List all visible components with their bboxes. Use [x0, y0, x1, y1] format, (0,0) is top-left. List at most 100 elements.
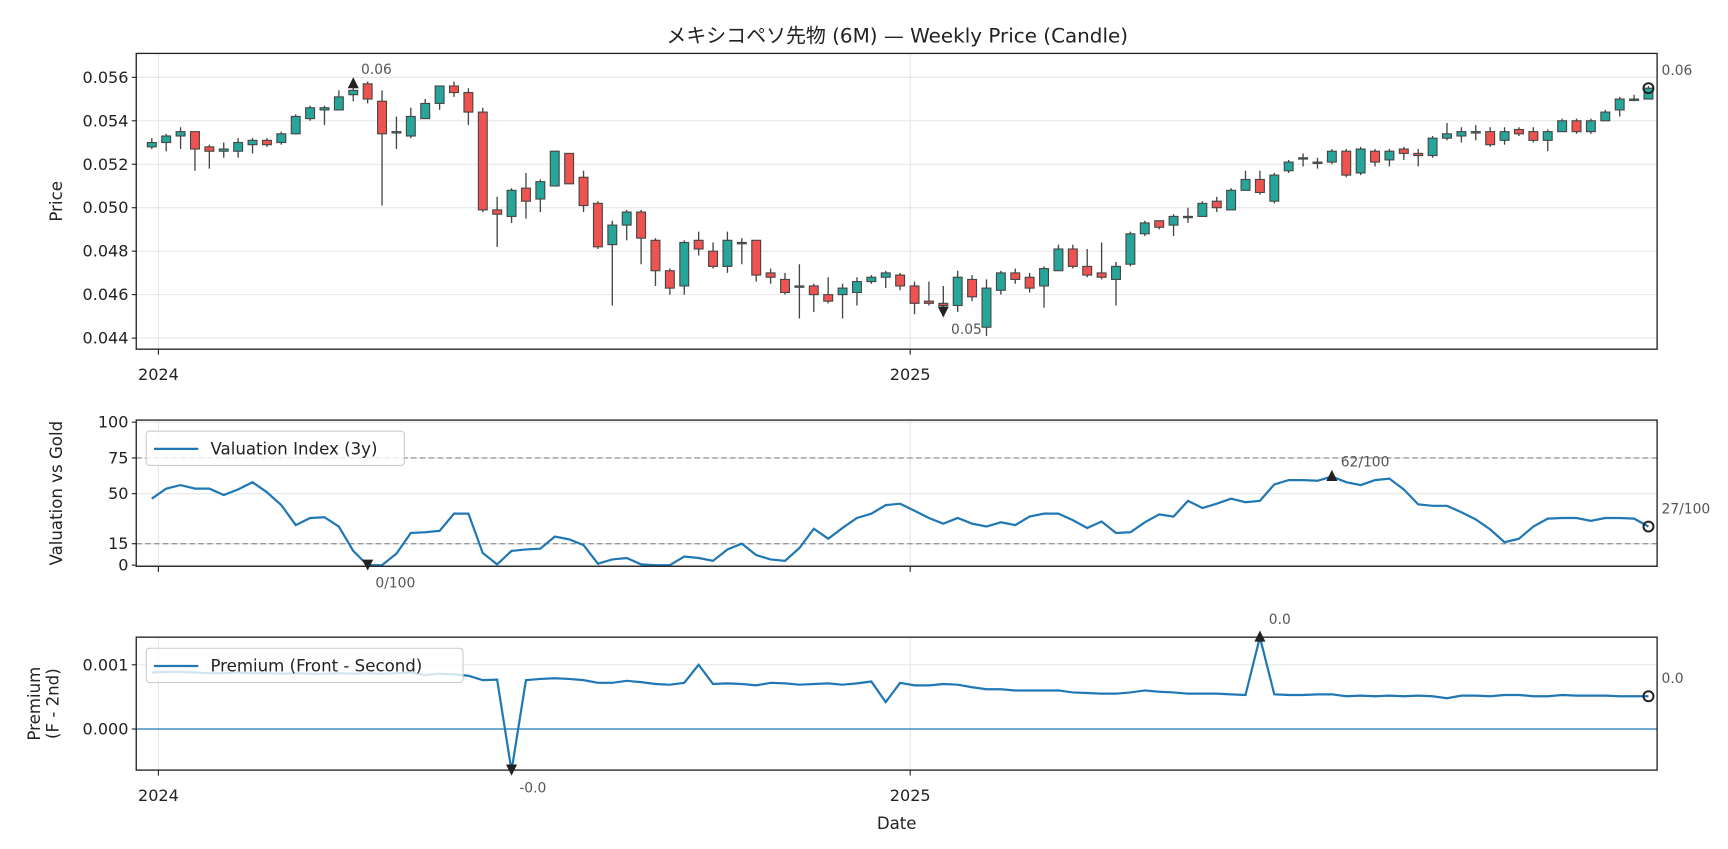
candle: [1355, 146, 1366, 176]
candle: [463, 88, 474, 126]
candle-body-up: [319, 107, 330, 111]
y-axis-label-line: (F - 2nd): [44, 668, 63, 739]
candle: [1298, 153, 1309, 167]
candle-body-up: [837, 287, 848, 296]
y-axis-label: Price: [47, 181, 66, 222]
candle: [1182, 207, 1193, 223]
candle-body-up: [290, 115, 301, 135]
last-value-circle-icon: [1642, 520, 1655, 533]
legend-box: [145, 430, 405, 467]
candle-body-up: [218, 148, 229, 152]
candle-body-up: [1542, 131, 1553, 141]
candle: [1269, 172, 1280, 204]
last-value-circle-icon: [1642, 82, 1655, 95]
candle: [679, 240, 690, 295]
candle-body-up: [1614, 98, 1625, 111]
y-axis-label: Valuation vs Gold: [47, 421, 66, 566]
candle: [405, 107, 416, 139]
candle-body-down: [967, 278, 978, 298]
max-annotation-label: 62/100: [1341, 455, 1390, 471]
candle-body-up: [1557, 120, 1568, 133]
y-tick-label: 0.000: [83, 720, 129, 739]
candle: [1240, 170, 1251, 191]
legend: Valuation Index (3y): [145, 430, 405, 467]
y-tick-label: 50: [108, 484, 128, 503]
candle-body-down: [1254, 178, 1265, 194]
y-tick-label: 0.052: [83, 155, 129, 174]
y-axis-label-line: Premium: [25, 667, 44, 741]
candle: [1312, 157, 1323, 169]
candle: [837, 283, 848, 319]
last-annotation-label: 27/100: [1662, 501, 1711, 517]
valuation-panel: 0 15 50 75 100 62/100 0/100 27/100 Valuation Ind…: [47, 413, 1710, 592]
candle: [1456, 127, 1467, 143]
candle: [1470, 125, 1481, 141]
candle-body-down: [923, 300, 934, 304]
x-axis-label: Date: [877, 814, 917, 833]
legend: Premium (Front - Second): [145, 647, 464, 684]
candle-body-down: [189, 131, 200, 150]
candle: [1427, 135, 1438, 158]
candle-body-up: [607, 224, 618, 246]
candle: [391, 116, 402, 150]
candle: [1254, 170, 1265, 195]
candle-body-up: [348, 89, 359, 96]
candle: [1010, 268, 1021, 284]
candle-body-up: [247, 139, 258, 146]
candle-body-down: [765, 272, 776, 278]
candle: [1053, 244, 1064, 272]
candle-body-up: [1125, 233, 1136, 265]
candle: [1039, 266, 1050, 308]
candle-body-up: [880, 272, 891, 278]
candle: [1024, 272, 1035, 293]
candle-body-up: [1456, 131, 1467, 137]
candle: [549, 150, 560, 187]
candle-body-down: [664, 270, 675, 289]
candle: [247, 138, 258, 154]
candle-body-up: [1197, 202, 1208, 217]
candle-body-up: [952, 276, 963, 307]
series-line: [151, 475, 1649, 567]
y-tick-label: 0.044: [83, 329, 129, 348]
candle: [319, 105, 330, 126]
candle-body-down: [1096, 272, 1107, 278]
x-tick-label: 2025: [890, 786, 931, 805]
candle-body-up: [391, 131, 402, 134]
candle: [1197, 201, 1208, 217]
min-marker-triangle-down-icon: [937, 306, 949, 318]
candle-body-down: [1398, 148, 1409, 154]
candle: [348, 86, 359, 102]
candle: [377, 90, 388, 206]
candle: [1168, 214, 1179, 236]
candle: [1585, 118, 1596, 134]
candle-body-up: [333, 96, 344, 111]
candle: [909, 281, 920, 315]
y-tick-label: 15: [108, 534, 128, 553]
candle: [607, 220, 618, 306]
candle-body-up: [161, 135, 172, 144]
x-tick-label: 2024: [138, 786, 179, 805]
candle: [1370, 149, 1381, 167]
candle-body-up: [1053, 248, 1064, 272]
legend-label: Valuation Index (3y): [210, 439, 377, 458]
candle: [708, 242, 719, 269]
candle-body-down: [1024, 276, 1035, 289]
candle: [1139, 220, 1150, 236]
candle-body-up: [1226, 189, 1237, 211]
candle: [520, 172, 531, 219]
candle-body-down: [1341, 150, 1352, 176]
max-annotation-label: 0.0: [1269, 612, 1291, 628]
candle: [362, 81, 373, 104]
candle: [333, 90, 344, 111]
candle-body-up: [981, 287, 992, 328]
candle: [1341, 149, 1352, 178]
candle: [290, 114, 301, 135]
candle-body-down: [780, 278, 790, 294]
candle-body-up: [1283, 161, 1294, 172]
candle: [1413, 149, 1424, 167]
candle-body-down: [463, 91, 474, 113]
candle-body-down: [1571, 120, 1582, 133]
candle-body-up: [995, 272, 1006, 291]
candle-body-up: [1312, 161, 1323, 164]
